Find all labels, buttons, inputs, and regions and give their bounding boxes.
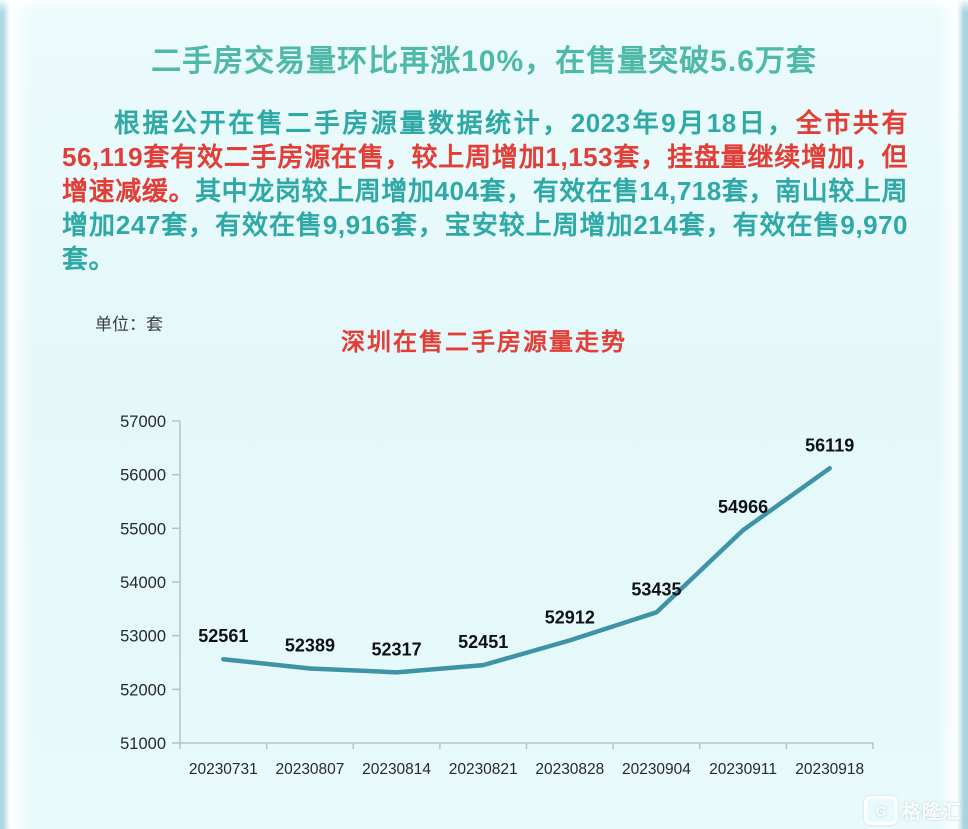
summary-segment-intro: 根据公开在售二手房源量数据统计，2023年9月18日， (114, 108, 796, 138)
summary-segment-districts: 其中龙岗较上周增加404套，有效在售14,718套，南山较上周增加247套，有效… (62, 176, 908, 274)
x-tick-label: 20230904 (622, 761, 691, 778)
x-tick-label: 20230821 (449, 761, 518, 778)
data-point-label: 52389 (285, 635, 335, 655)
y-tick-label: 57000 (120, 413, 166, 431)
y-tick-label: 54000 (120, 574, 166, 592)
data-point-label: 52561 (198, 626, 248, 646)
x-tick-label: 20230814 (362, 761, 431, 778)
y-tick-label: 55000 (120, 520, 166, 538)
watermark-text: 格隆汇 (901, 802, 962, 823)
gelonghui-logo-icon: G (863, 796, 898, 825)
y-tick-label: 52000 (120, 681, 166, 699)
data-point-label: 52451 (458, 632, 508, 652)
data-point-label: 53435 (631, 579, 681, 599)
y-tick-label: 53000 (120, 628, 166, 646)
data-point-label: 56119 (805, 435, 854, 455)
x-tick-label: 20230807 (275, 761, 344, 778)
data-point-label: 52317 (372, 639, 422, 659)
trend-line (221, 466, 832, 675)
summary-paragraph: 根据公开在售二手房源量数据统计，2023年9月18日，全市共有56,119套有效… (62, 106, 908, 276)
top-edge-artifact (0, 0, 968, 12)
summary-segment-highlight: 全市共有56,119套有效二手房源在售，较上周增加1,153套，挂盘量继续增加，… (62, 108, 908, 206)
x-tick-label: 20230918 (795, 761, 864, 778)
data-point-label: 52912 (545, 607, 595, 627)
y-tick-label: 51000 (120, 735, 166, 753)
x-tick-label: 20230828 (535, 761, 604, 778)
x-tick-label: 20230911 (709, 761, 777, 778)
line-chart: 51000 52000 53000 54000 55000 56000 57000 20230… (120, 413, 874, 778)
chart-unit-label: 单位：套 (95, 315, 163, 334)
page-title: 二手房交易量环比再涨10%，在售量突破5.6万套 (151, 45, 817, 78)
x-tick-label: 20230731 (189, 761, 258, 778)
y-tick-label: 56000 (120, 467, 166, 485)
data-point-label: 54966 (718, 497, 768, 517)
watermark: G 格隆汇 (863, 796, 962, 825)
chart-title: 深圳在售二手房源量走势 (341, 330, 627, 356)
